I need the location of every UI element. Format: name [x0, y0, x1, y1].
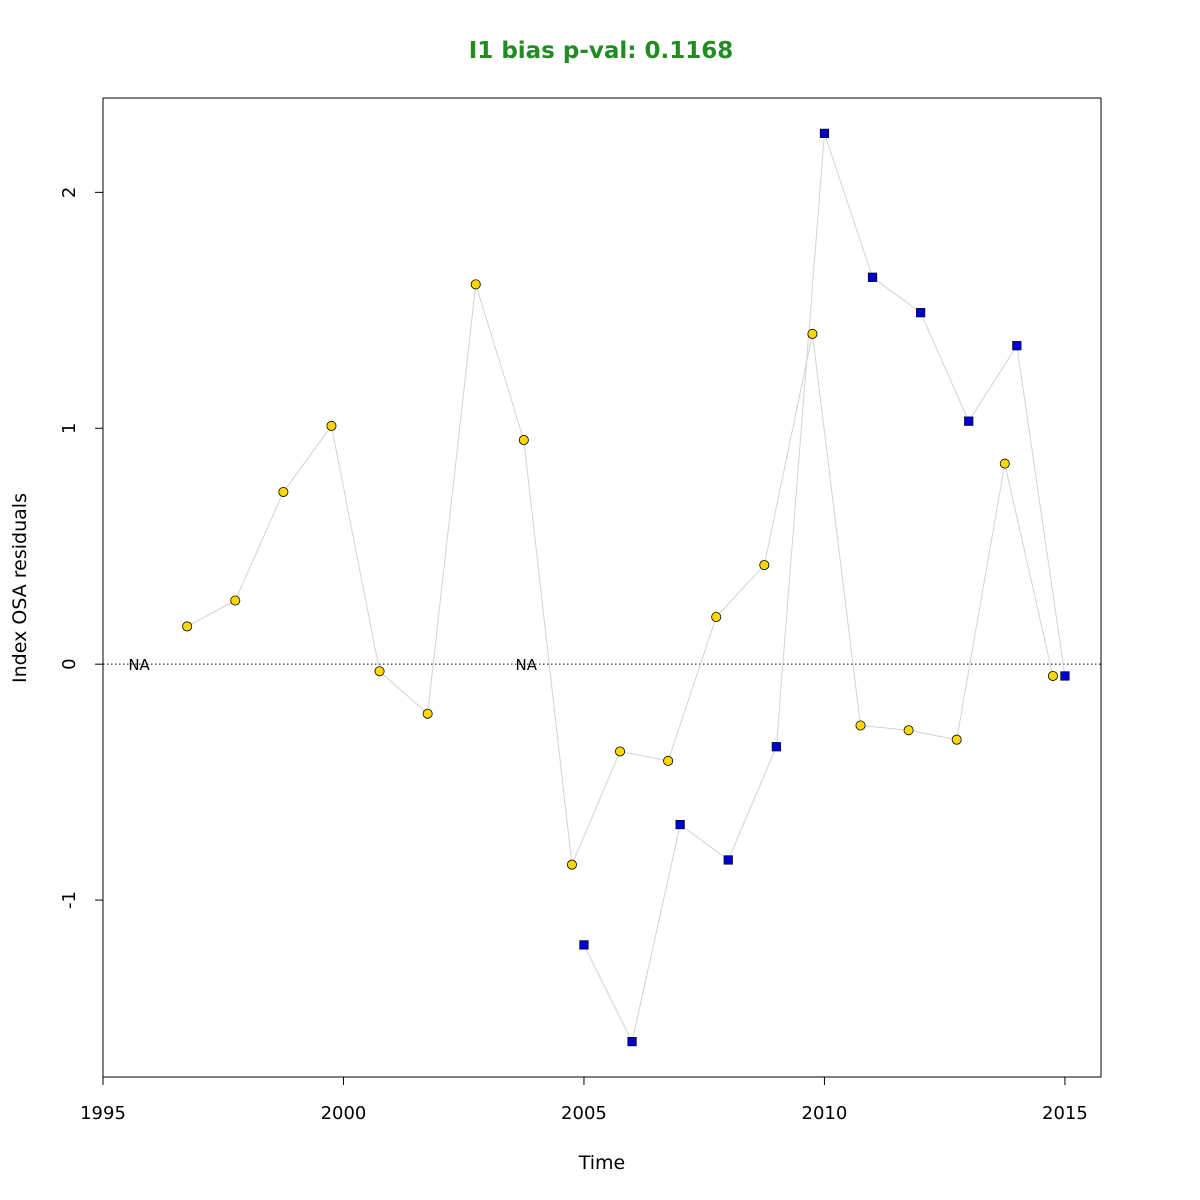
x-axis-title: Time — [578, 1152, 626, 1174]
series-2-point — [675, 819, 685, 830]
series-1-point — [326, 420, 337, 431]
series-2-point — [1060, 671, 1070, 681]
series-1-point — [230, 595, 241, 606]
na-annotation: NA — [516, 656, 538, 674]
series-1-connector-line — [186, 284, 1054, 867]
series-1-point — [759, 560, 770, 571]
series-1-point — [711, 611, 722, 622]
chart-title: I1 bias p-val: 0.1168 — [469, 38, 734, 64]
series-1-point — [374, 666, 385, 677]
series-2-point — [916, 308, 926, 318]
plot-area: 1995 2000 2005 2010 2015 -1 0 1 2 NA NA — [59, 97, 1102, 1124]
y-tick-label: 1 — [59, 423, 80, 434]
x-tick-label: 2010 — [802, 1103, 848, 1124]
series-2-connector-line — [583, 133, 1066, 1044]
series-2-point — [1012, 341, 1022, 351]
series-1-point — [999, 458, 1010, 469]
series-2-point — [627, 1037, 637, 1047]
series-2-point — [964, 416, 974, 426]
y-tick-label: 2 — [59, 187, 80, 198]
na-annotation: NA — [128, 656, 150, 674]
series-1-point — [807, 328, 818, 339]
series-1-point — [615, 746, 626, 757]
series-1-point — [278, 486, 289, 497]
series-1-point — [1047, 670, 1058, 681]
series-2-point — [723, 855, 733, 865]
y-axis-title: Index OSA residuals — [9, 493, 31, 683]
y-tick-label: -1 — [59, 891, 80, 909]
series-1-point — [663, 755, 674, 766]
plot-frame — [102, 97, 1102, 1078]
x-tick-label: 1995 — [80, 1103, 126, 1124]
series-2-point — [819, 128, 830, 138]
y-tick-label: 0 — [59, 658, 80, 669]
series-2-point — [771, 742, 781, 752]
series-1-point — [951, 734, 962, 745]
series-1-point — [518, 435, 529, 446]
series-1-point — [422, 708, 433, 719]
series-1-point — [903, 725, 914, 736]
series-2-point — [867, 272, 878, 282]
x-tick-label: 2015 — [1042, 1103, 1088, 1124]
x-tick-label: 2000 — [321, 1103, 367, 1124]
series-1-point — [470, 279, 481, 290]
x-tick-label: 2005 — [561, 1103, 607, 1124]
series-1-point — [855, 720, 866, 731]
series-2-point — [579, 940, 589, 950]
series-1-point — [182, 621, 193, 632]
series-1-point — [566, 859, 577, 870]
